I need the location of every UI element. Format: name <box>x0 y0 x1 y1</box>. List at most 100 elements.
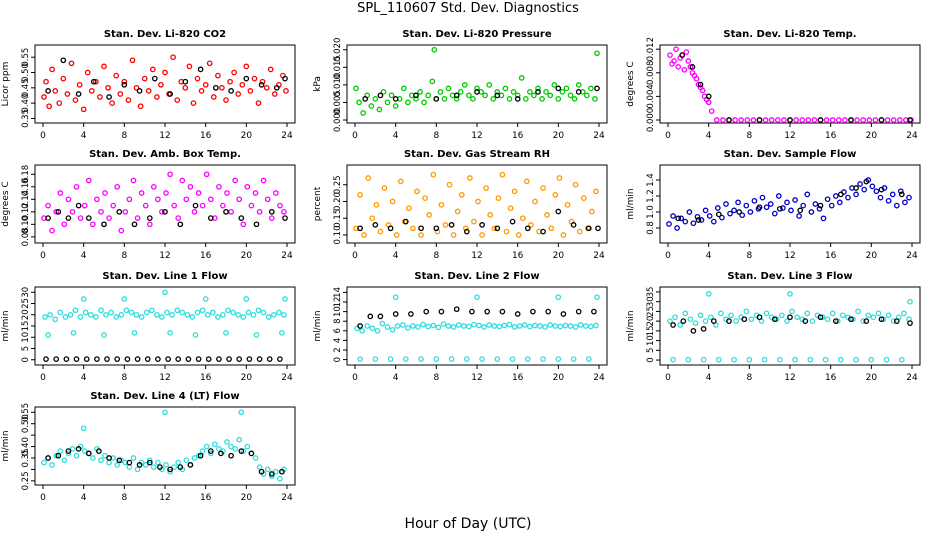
data-point <box>515 232 522 238</box>
data-point <box>823 117 830 123</box>
data-point <box>142 462 149 468</box>
y-tick-label: 0.45 <box>21 78 31 97</box>
data-point <box>793 117 799 123</box>
data-point <box>494 89 501 95</box>
data-point <box>235 311 242 318</box>
data-point <box>907 320 913 326</box>
data-point <box>726 318 732 324</box>
data-point <box>202 81 209 88</box>
data-point <box>167 171 173 178</box>
data-point <box>695 217 702 223</box>
data-point <box>42 314 48 320</box>
data-point <box>535 89 541 95</box>
data-point <box>282 75 288 82</box>
data-point <box>81 202 88 209</box>
data-point <box>672 314 678 321</box>
data-point <box>236 196 243 203</box>
y-tick-label: 25 <box>646 306 656 317</box>
data-point <box>834 318 841 324</box>
data-point <box>822 356 829 363</box>
data-point <box>57 309 64 316</box>
data-point <box>177 464 184 470</box>
data-point <box>869 183 876 190</box>
data-point <box>113 314 120 320</box>
y-tick-label: 0.020 <box>333 38 343 62</box>
data-point <box>277 202 283 209</box>
data-point <box>687 64 694 70</box>
data-point <box>272 468 279 475</box>
data-point <box>763 204 770 211</box>
data-point <box>731 356 737 363</box>
plot-panel-8: Stan. Dev. Line 2 Flowml/min024681012140… <box>313 271 608 383</box>
data-point <box>746 356 753 363</box>
data-point <box>60 57 67 64</box>
data-point <box>556 175 563 181</box>
plot-title: Stan. Dev. Line 3 Flow <box>727 271 852 282</box>
data-point <box>406 205 412 212</box>
data-point <box>191 208 198 215</box>
data-point <box>164 309 170 316</box>
data-point <box>118 457 125 464</box>
data-point <box>45 215 51 221</box>
data-point <box>448 222 455 228</box>
data-point <box>425 323 432 330</box>
data-point <box>238 448 245 454</box>
data-point <box>728 312 734 319</box>
data-point <box>486 82 493 88</box>
data-point <box>705 93 712 100</box>
data-point <box>496 323 503 330</box>
data-point <box>130 455 137 461</box>
data-point <box>796 213 802 219</box>
y-tick-label: 0.50 <box>21 63 31 82</box>
data-point <box>65 448 72 454</box>
data-point <box>263 84 270 91</box>
data-point <box>151 75 158 82</box>
data-point <box>268 471 275 477</box>
data-point <box>861 186 868 193</box>
y-tick-label: 0.16 <box>21 177 31 196</box>
data-point <box>271 91 278 97</box>
data-point <box>402 218 409 225</box>
data-point <box>540 356 546 362</box>
data-point <box>240 314 247 320</box>
data-point <box>72 307 79 314</box>
data-point <box>216 183 222 190</box>
data-point <box>418 232 424 238</box>
data-point <box>203 443 210 450</box>
plot-title: Stan. Dev. Gas Stream RH <box>404 149 550 160</box>
data-point <box>548 225 555 232</box>
x-axis-label: Hour of Day (UTC) <box>404 516 532 532</box>
data-point <box>442 222 449 228</box>
data-point <box>571 96 578 102</box>
data-point <box>374 327 381 334</box>
data-point <box>804 191 811 198</box>
data-point <box>258 81 265 88</box>
data-point <box>837 356 844 363</box>
data-point <box>210 94 217 100</box>
y-tick-label: 0 <box>646 357 656 362</box>
data-point <box>667 52 673 58</box>
data-point <box>353 85 359 92</box>
data-point <box>392 311 399 317</box>
data-point <box>138 314 145 320</box>
data-point <box>189 314 196 320</box>
x-tick-label: 4 <box>706 251 712 261</box>
data-point <box>832 318 839 324</box>
data-point <box>670 213 676 219</box>
data-point <box>133 84 140 91</box>
data-point <box>527 89 533 95</box>
data-point <box>77 215 84 221</box>
data-point <box>743 202 750 209</box>
data-point <box>137 103 144 110</box>
data-point <box>567 92 574 99</box>
data-point <box>506 96 513 102</box>
data-point <box>678 215 685 222</box>
data-point <box>572 181 579 188</box>
data-point <box>840 312 846 319</box>
data-point <box>670 356 676 363</box>
data-point <box>126 464 133 470</box>
data-point <box>359 327 365 334</box>
x-tick-label: 20 <box>241 131 253 141</box>
x-tick-label: 24 <box>906 131 918 141</box>
